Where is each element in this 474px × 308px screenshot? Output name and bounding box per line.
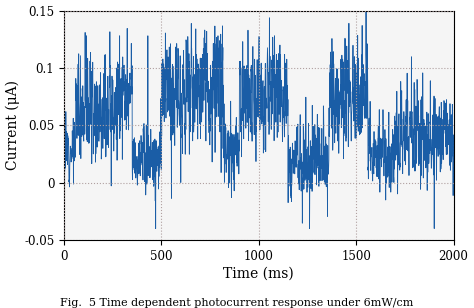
Y-axis label: Current (μA): Current (μA) (6, 80, 20, 170)
X-axis label: Time (ms): Time (ms) (223, 267, 294, 281)
Text: Fig.  5 Time dependent photocurrent response under 6mW/cm: Fig. 5 Time dependent photocurrent respo… (60, 298, 414, 308)
